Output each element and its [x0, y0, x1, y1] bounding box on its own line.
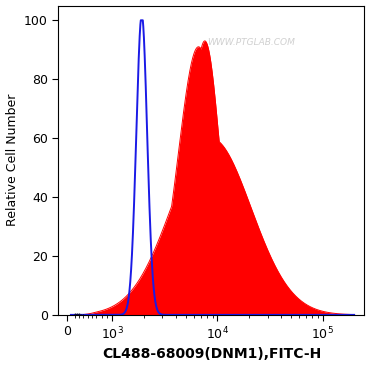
Text: WWW.PTGLAB.COM: WWW.PTGLAB.COM	[207, 38, 295, 47]
X-axis label: CL488-68009(DNM1),FITC-H: CL488-68009(DNM1),FITC-H	[102, 348, 321, 361]
Y-axis label: Relative Cell Number: Relative Cell Number	[6, 94, 18, 226]
